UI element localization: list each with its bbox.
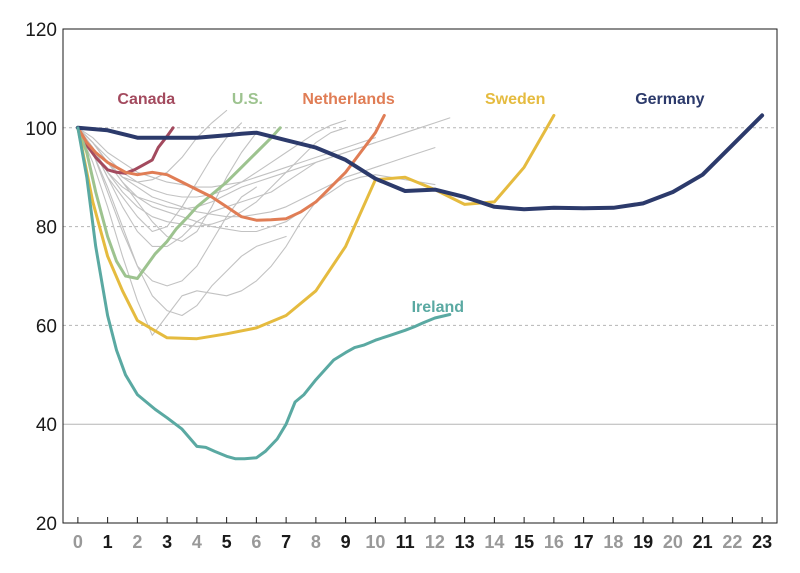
x-tick-label-6: 6 [251, 532, 261, 552]
series-line-germany [75, 113, 765, 212]
series-labels: Canada U.S. Netherlands Sweden Germany Irelan… [117, 91, 704, 316]
background-series-line-5 [77, 127, 287, 317]
x-tick-label-9: 9 [341, 532, 351, 552]
series-label-ireland: Ireland [412, 299, 464, 316]
x-tick-label-15: 15 [514, 532, 534, 552]
grid-layer [63, 127, 777, 425]
x-tick-label-3: 3 [162, 532, 172, 552]
x-tick-label-8: 8 [311, 532, 321, 552]
x-tick-label-12: 12 [425, 532, 445, 552]
background-series-line-6 [77, 127, 317, 336]
series-label-u-s: U.S. [232, 91, 263, 108]
series-line-sweden [76, 113, 556, 341]
y-axis-ticks: 20 40 60 80 100 120 [25, 20, 57, 535]
background-series-line-10 [77, 127, 376, 188]
x-tick-label-2: 2 [132, 532, 142, 552]
y-tick-label-80: 80 [36, 218, 57, 239]
x-tick-label-10: 10 [365, 532, 385, 552]
series-label-netherlands: Netherlands [302, 91, 395, 108]
series-line-canada [76, 126, 175, 175]
plot-frame [62, 28, 778, 524]
x-tick-label-23: 23 [752, 532, 772, 552]
background-series-line-9 [77, 127, 436, 218]
x-tick-label-19: 19 [633, 532, 653, 552]
series-line-ireland [76, 126, 452, 461]
series-line-netherlands [76, 113, 386, 222]
series-label-canada: Canada [117, 91, 175, 108]
series-label-germany: Germany [635, 91, 704, 108]
background-series-line-12 [77, 117, 451, 210]
series-label-sweden: Sweden [485, 91, 545, 108]
highlighted-series-group [75, 113, 765, 461]
x-tick-label-20: 20 [663, 532, 683, 552]
y-tick-label-60: 60 [36, 316, 57, 337]
x-tick-label-0: 0 [73, 532, 83, 552]
y-tick-label-120: 120 [25, 20, 57, 41]
x-tick-label-7: 7 [281, 532, 291, 552]
x-tick-label-22: 22 [722, 532, 742, 552]
x-tick-label-16: 16 [544, 532, 564, 552]
x-tick-label-18: 18 [603, 532, 623, 552]
x-tick-label-1: 1 [103, 532, 113, 552]
x-tick-label-21: 21 [693, 532, 713, 552]
x-tick-label-4: 4 [192, 532, 202, 552]
series-line-u-s [76, 126, 282, 280]
y-tick-label-40: 40 [36, 415, 57, 436]
x-axis-ticks: 0 1 2 3 4 5 6 7 8 9 10 11 12 13 14 15 16 17 18 19 20 21 22 23 [73, 517, 772, 552]
x-tick-label-14: 14 [484, 532, 504, 552]
x-tick-label-5: 5 [222, 532, 232, 552]
x-tick-label-17: 17 [574, 532, 594, 552]
y-tick-label-100: 100 [25, 119, 57, 140]
y-tick-label-20: 20 [36, 514, 57, 535]
x-tick-label-11: 11 [396, 532, 415, 552]
x-tick-label-13: 13 [455, 532, 475, 552]
background-series-line-11 [77, 127, 347, 228]
